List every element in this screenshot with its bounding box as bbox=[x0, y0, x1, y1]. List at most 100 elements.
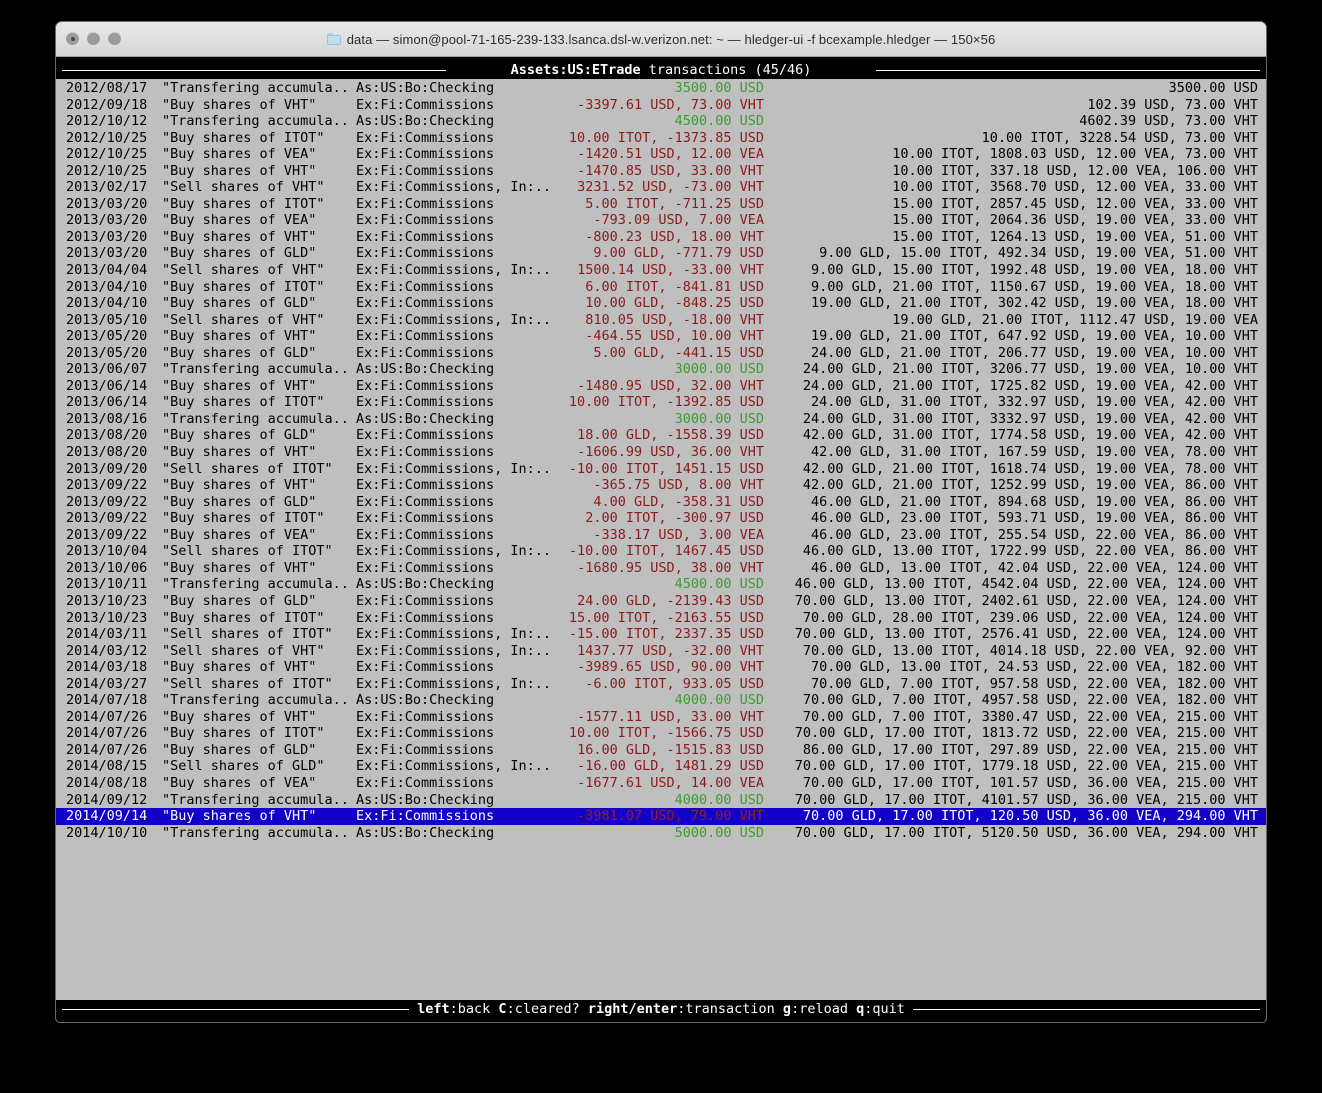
transaction-row[interactable]: 2012/10/25 "Buy shares of ITOT" Ex:Fi:Comm… bbox=[56, 130, 1266, 147]
transaction-row[interactable]: 2013/06/14 "Buy shares of VHT" Ex:Fi:Commi… bbox=[56, 378, 1266, 395]
transaction-row[interactable]: 2014/07/18 "Transfering accumula.. As:US:B… bbox=[56, 692, 1266, 709]
transaction-list[interactable]: 2012/08/17 "Transfering accumula.. As:US:B… bbox=[56, 79, 1266, 841]
row-account: As:US:Bo:Checking bbox=[356, 692, 495, 709]
row-date: 2014/07/26 bbox=[66, 725, 148, 742]
row-amount: 6.00 ITOT, -841.81 USD bbox=[585, 278, 764, 295]
transaction-row[interactable]: 2013/04/10 "Buy shares of ITOT" Ex:Fi:Comm… bbox=[56, 279, 1266, 296]
transaction-row[interactable]: 2013/09/22 "Buy shares of ITOT" Ex:Fi:Comm… bbox=[56, 510, 1266, 527]
transaction-row[interactable]: 2012/08/17 "Transfering accumula.. As:US:B… bbox=[56, 80, 1266, 97]
transaction-row[interactable]: 2013/03/20 "Buy shares of ITOT" Ex:Fi:Comm… bbox=[56, 196, 1266, 213]
close-button[interactable] bbox=[66, 32, 79, 45]
row-balance: 9.00 GLD, 15.00 ITOT, 1992.48 USD, 19.00… bbox=[810, 262, 1258, 279]
transaction-row[interactable]: 2012/10/12 "Transfering accumula.. As:US:B… bbox=[56, 113, 1266, 130]
row-date: 2013/04/10 bbox=[66, 295, 148, 312]
transaction-row[interactable]: 2013/05/20 "Buy shares of VHT" Ex:Fi:Commi… bbox=[56, 328, 1266, 345]
row-balance: 46.00 GLD, 21.00 ITOT, 894.68 USD, 19.00… bbox=[810, 493, 1258, 510]
zoom-button[interactable] bbox=[108, 32, 121, 45]
transaction-row[interactable]: 2014/09/14 "Buy shares of VHT" Ex:Fi:Commi… bbox=[56, 808, 1266, 825]
transaction-row[interactable]: 2013/05/20 "Buy shares of GLD" Ex:Fi:Commi… bbox=[56, 345, 1266, 362]
transaction-row[interactable]: 2013/09/22 "Buy shares of VEA" Ex:Fi:Commi… bbox=[56, 527, 1266, 544]
row-balance: 70.00 GLD, 7.00 ITOT, 4957.58 USD, 22.00… bbox=[802, 692, 1258, 709]
transaction-row[interactable]: 2014/10/10 "Transfering accumula.. As:US:B… bbox=[56, 825, 1266, 842]
row-date: 2013/06/14 bbox=[66, 394, 148, 411]
row-date: 2013/10/04 bbox=[66, 543, 148, 560]
row-date: 2013/09/22 bbox=[66, 510, 148, 527]
transaction-row[interactable]: 2014/09/12 "Transfering accumula.. As:US:B… bbox=[56, 792, 1266, 809]
row-amount: 2.00 ITOT, -300.97 USD bbox=[585, 510, 764, 527]
transaction-row[interactable]: 2014/03/12 "Sell shares of VHT" Ex:Fi:Comm… bbox=[56, 643, 1266, 660]
transaction-row[interactable]: 2014/03/11 "Sell shares of ITOT" Ex:Fi:Com… bbox=[56, 626, 1266, 643]
row-date: 2013/09/22 bbox=[66, 526, 148, 543]
transaction-row[interactable]: 2012/10/25 "Buy shares of VHT" Ex:Fi:Commi… bbox=[56, 163, 1266, 180]
row-account: Ex:Fi:Commissions bbox=[356, 295, 495, 312]
row-description: "Transfering accumula.. bbox=[162, 80, 349, 96]
transaction-row[interactable]: 2014/08/18 "Buy shares of VEA" Ex:Fi:Commi… bbox=[56, 775, 1266, 792]
terminal-window: data — simon@pool-71-165-239-133.lsanca.… bbox=[56, 22, 1266, 1022]
status-label: :transaction bbox=[677, 1001, 783, 1017]
transaction-row[interactable]: 2014/08/15 "Sell shares of GLD" Ex:Fi:Comm… bbox=[56, 758, 1266, 775]
row-account: Ex:Fi:Commissions bbox=[356, 609, 495, 626]
row-amount: 3000.00 USD bbox=[674, 361, 764, 378]
transaction-row[interactable]: 2013/04/04 "Sell shares of VHT" Ex:Fi:Comm… bbox=[56, 262, 1266, 279]
transaction-row[interactable]: 2014/07/26 "Buy shares of VHT" Ex:Fi:Commi… bbox=[56, 709, 1266, 726]
row-account: Ex:Fi:Commissions, In:.. bbox=[356, 311, 552, 328]
window-titlebar[interactable]: data — simon@pool-71-165-239-133.lsanca.… bbox=[56, 22, 1266, 57]
row-date: 2013/02/17 bbox=[66, 179, 148, 196]
transaction-row[interactable]: 2013/06/14 "Buy shares of ITOT" Ex:Fi:Comm… bbox=[56, 394, 1266, 411]
row-balance: 70.00 GLD, 17.00 ITOT, 120.50 USD, 36.00… bbox=[802, 808, 1258, 825]
row-description: "Transfering accumula.. bbox=[162, 361, 349, 378]
minimize-button[interactable] bbox=[87, 32, 100, 45]
row-balance: 70.00 GLD, 13.00 ITOT, 2402.61 USD, 22.0… bbox=[794, 592, 1258, 609]
row-account: Ex:Fi:Commissions bbox=[356, 146, 495, 163]
transaction-row[interactable]: 2013/08/20 "Buy shares of GLD" Ex:Fi:Commi… bbox=[56, 427, 1266, 444]
row-amount: -3397.61 USD, 73.00 VHT bbox=[577, 96, 764, 113]
status-label: :back bbox=[449, 1001, 499, 1017]
row-amount: -338.17 USD, 3.00 VEA bbox=[593, 526, 764, 543]
row-date: 2013/08/16 bbox=[66, 410, 148, 427]
transaction-row[interactable]: 2014/03/18 "Buy shares of VHT" Ex:Fi:Commi… bbox=[56, 659, 1266, 676]
row-date: 2013/10/23 bbox=[66, 609, 148, 626]
row-description: "Buy shares of VHT" bbox=[162, 328, 317, 345]
row-amount: 3500.00 USD bbox=[674, 80, 764, 96]
transaction-row[interactable]: 2013/10/06 "Buy shares of VHT" Ex:Fi:Commi… bbox=[56, 560, 1266, 577]
top-border bbox=[56, 57, 1266, 62]
transaction-row[interactable]: 2013/03/20 "Buy shares of VEA" Ex:Fi:Commi… bbox=[56, 212, 1266, 229]
row-description: "Transfering accumula.. bbox=[162, 692, 349, 709]
row-balance: 70.00 GLD, 7.00 ITOT, 3380.47 USD, 22.00… bbox=[802, 708, 1258, 725]
transaction-row[interactable]: 2012/10/25 "Buy shares of VEA" Ex:Fi:Commi… bbox=[56, 146, 1266, 163]
transaction-row[interactable]: 2014/07/26 "Buy shares of ITOT" Ex:Fi:Comm… bbox=[56, 725, 1266, 742]
transaction-row[interactable]: 2013/09/20 "Sell shares of ITOT" Ex:Fi:Com… bbox=[56, 461, 1266, 478]
row-balance: 46.00 GLD, 13.00 ITOT, 1722.99 USD, 22.0… bbox=[802, 543, 1258, 560]
transaction-row[interactable]: 2012/09/18 "Buy shares of VHT" Ex:Fi:Commi… bbox=[56, 97, 1266, 114]
row-date: 2013/05/20 bbox=[66, 344, 148, 361]
transaction-row[interactable]: 2013/09/22 "Buy shares of VHT" Ex:Fi:Commi… bbox=[56, 477, 1266, 494]
row-date: 2014/03/12 bbox=[66, 642, 148, 659]
row-balance: 70.00 GLD, 7.00 ITOT, 957.58 USD, 22.00 … bbox=[810, 675, 1258, 692]
row-balance: 15.00 ITOT, 2064.36 USD, 19.00 VEA, 33.0… bbox=[892, 212, 1258, 229]
transaction-row[interactable]: 2013/03/20 "Buy shares of VHT" Ex:Fi:Commi… bbox=[56, 229, 1266, 246]
transaction-row[interactable]: 2013/02/17 "Sell shares of VHT" Ex:Fi:Comm… bbox=[56, 179, 1266, 196]
row-account: As:US:Bo:Checking bbox=[356, 576, 495, 593]
status-key: g bbox=[782, 1001, 792, 1017]
row-amount: -800.23 USD, 18.00 VHT bbox=[585, 228, 764, 245]
transaction-row[interactable]: 2013/10/23 "Buy shares of GLD" Ex:Fi:Commi… bbox=[56, 593, 1266, 610]
row-balance: 3500.00 USD bbox=[1168, 80, 1258, 96]
transaction-row[interactable]: 2013/04/10 "Buy shares of GLD" Ex:Fi:Commi… bbox=[56, 295, 1266, 312]
transaction-row[interactable]: 2014/03/27 "Sell shares of ITOT" Ex:Fi:Com… bbox=[56, 676, 1266, 693]
row-amount: 10.00 GLD, -848.25 USD bbox=[585, 295, 764, 312]
transaction-row[interactable]: 2013/06/07 "Transfering accumula.. As:US:B… bbox=[56, 361, 1266, 378]
transaction-row[interactable]: 2013/08/20 "Buy shares of VHT" Ex:Fi:Commi… bbox=[56, 444, 1266, 461]
window-controls[interactable] bbox=[66, 32, 121, 45]
transaction-row[interactable]: 2013/10/11 "Transfering accumula.. As:US:B… bbox=[56, 576, 1266, 593]
transaction-row[interactable]: 2013/03/20 "Buy shares of GLD" Ex:Fi:Commi… bbox=[56, 245, 1266, 262]
row-date: 2013/08/20 bbox=[66, 444, 148, 461]
row-account: Ex:Fi:Commissions bbox=[356, 725, 495, 742]
row-date: 2013/03/20 bbox=[66, 212, 148, 229]
transaction-row[interactable]: 2013/08/16 "Transfering accumula.. As:US:B… bbox=[56, 411, 1266, 428]
transaction-row[interactable]: 2013/09/22 "Buy shares of GLD" Ex:Fi:Commi… bbox=[56, 494, 1266, 511]
transaction-row[interactable]: 2013/10/23 "Buy shares of ITOT" Ex:Fi:Comm… bbox=[56, 610, 1266, 627]
transaction-row[interactable]: 2013/10/04 "Sell shares of ITOT" Ex:Fi:Com… bbox=[56, 543, 1266, 560]
transaction-row[interactable]: 2014/07/26 "Buy shares of GLD" Ex:Fi:Commi… bbox=[56, 742, 1266, 759]
transaction-row[interactable]: 2013/05/10 "Sell shares of VHT" Ex:Fi:Comm… bbox=[56, 312, 1266, 329]
terminal-screen[interactable]: Assets:US:ETrade transactions (45/46) 20… bbox=[56, 57, 1266, 1022]
